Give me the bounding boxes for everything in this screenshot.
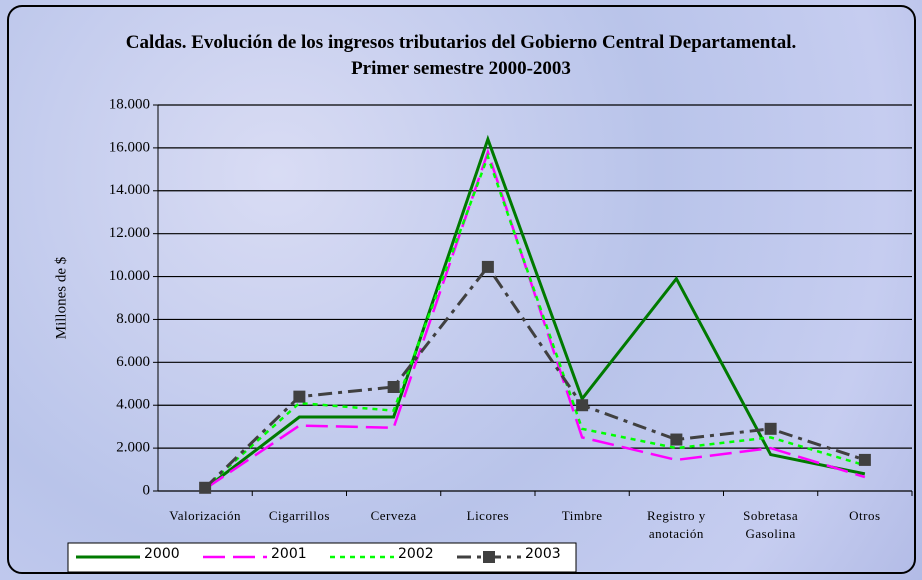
x-tick-label: Valorización (169, 508, 241, 523)
y-tick-label: 10.000 (109, 268, 150, 284)
series-line (204, 148, 866, 490)
x-tick-label: Cigarrillos (268, 508, 330, 523)
marker (199, 481, 212, 494)
legend-label: 2002 (398, 546, 434, 562)
x-tick-label: Registro y anotación (646, 508, 706, 541)
marker (387, 380, 400, 393)
y-tick-label: 18.000 (109, 96, 150, 112)
x-tick-label: Sobretasa Gasolina (743, 508, 799, 541)
y-tick-label: 14.000 (109, 182, 150, 198)
legend-label: 2001 (271, 546, 307, 562)
legend-marker (483, 551, 495, 563)
chart-title: Caldas. Evolución de los ingresos tribut… (125, 32, 797, 79)
legend-label: 2003 (525, 546, 561, 562)
y-axis-label: Millones de $ (53, 256, 69, 339)
marker (858, 453, 871, 466)
x-tick-label: Cerveza (370, 508, 417, 523)
marker (670, 433, 683, 446)
y-tick-label: 6.000 (116, 354, 150, 370)
series-line (204, 152, 866, 489)
marker (576, 399, 589, 412)
marker (764, 422, 777, 435)
marker (293, 390, 306, 403)
y-tick-label: 16.000 (109, 139, 150, 155)
y-tick-label: 0 (143, 482, 151, 498)
y-tick-label: 2.000 (116, 440, 150, 456)
legend-label: 2000 (144, 546, 180, 562)
x-tick-label: Otros (849, 508, 881, 523)
series-line (204, 264, 866, 489)
y-tick-label: 12.000 (109, 225, 150, 241)
series-line (204, 134, 866, 491)
x-tick-label: Licores (466, 508, 510, 523)
y-tick-label: 4.000 (116, 397, 150, 413)
y-tick-label: 8.000 (116, 311, 150, 327)
chart-border (7, 5, 916, 574)
marker (481, 260, 494, 273)
x-tick-label: Timbre (561, 508, 603, 523)
